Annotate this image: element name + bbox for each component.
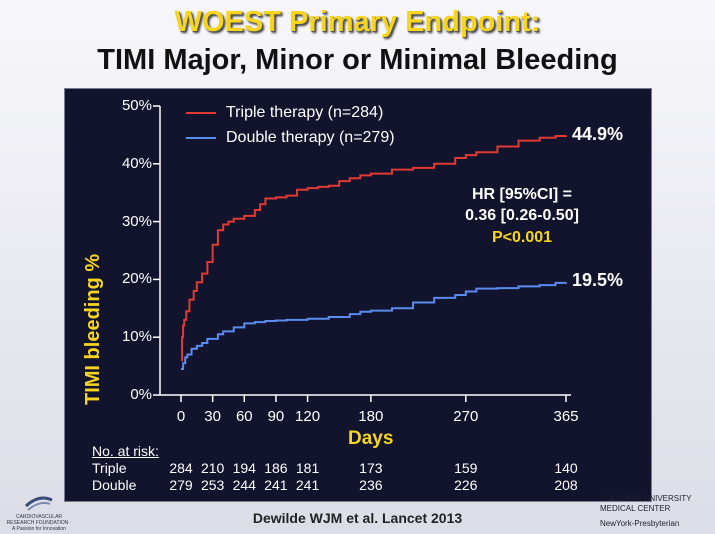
x-tick-label: 180 <box>358 408 384 425</box>
risk-cell: 284 <box>169 460 193 476</box>
columbia-logo-text: COLUMBIA UNIVERSITY MEDICAL CENTER <box>600 494 692 513</box>
x-tick-label: 60 <box>235 408 253 425</box>
x-tick-label: 120 <box>295 408 321 425</box>
hr-line-2: 0.36 [0.26-0.50] <box>465 207 579 224</box>
risk-cell: 186 <box>264 460 288 476</box>
risk-cell: 226 <box>454 477 478 493</box>
x-tick-label: 90 <box>267 408 285 425</box>
series-line-double <box>181 281 567 370</box>
x-tick-label: 30 <box>204 408 221 425</box>
risk-cell: 181 <box>295 460 320 476</box>
risk-cell: 253 <box>200 477 225 493</box>
legend-label-double: Double therapy (n=279) <box>226 129 395 146</box>
end-label-double: 19.5% <box>572 270 624 290</box>
y-tick-label: 20% <box>121 270 152 288</box>
x-axis-label: Days <box>348 428 394 449</box>
risk-cell: 208 <box>554 477 578 493</box>
slide-title: WOEST Primary Endpoint: <box>174 6 541 38</box>
risk-cell: 244 <box>232 477 256 493</box>
risk-cell: 159 <box>454 460 478 476</box>
risk-cell: 194 <box>232 460 256 476</box>
series-line-triple <box>181 135 567 362</box>
y-tick-label: 40% <box>121 154 152 172</box>
y-tick-label: 10% <box>121 328 152 346</box>
columbia-nyp-logo: COLUMBIA UNIVERSITY MEDICAL CENTER NewYo… <box>600 494 712 529</box>
risk-cell: 241 <box>264 477 288 493</box>
risk-cell: 210 <box>200 460 225 476</box>
risk-cell: 173 <box>359 460 383 476</box>
x-tick-label: 0 <box>176 408 186 425</box>
citation: Dewilde WJM et al. Lancet 2013 <box>252 510 463 526</box>
risk-label-triple: Triple <box>92 460 127 476</box>
risk-cell: 279 <box>169 477 193 493</box>
legend-label-triple: Triple therapy (n=284) <box>226 104 384 121</box>
hr-line-1: HR [95%CI] = <box>471 186 573 203</box>
risk-cell: 241 <box>295 477 320 493</box>
y-tick-label: 50% <box>121 97 152 114</box>
risk-cell: 140 <box>554 460 578 476</box>
risk-table-title: No. at risk: <box>92 443 159 459</box>
crf-swoosh-icon <box>24 496 53 511</box>
crf-logo-text: CARDIOVASCULAR RESEARCH FOUNDATION · A P… <box>6 514 72 532</box>
legend-swatch-triple <box>186 112 216 114</box>
chart-panel <box>64 88 652 502</box>
legend-item-double: Double therapy (n=279) <box>186 129 395 147</box>
crf-logo: CARDIOVASCULAR RESEARCH FOUNDATION · A P… <box>6 494 72 532</box>
legend-item-triple: Triple therapy (n=284) <box>186 104 383 122</box>
nyp-logo-text: NewYork-Presbyterian <box>600 519 680 529</box>
x-tick-label: 270 <box>453 408 479 425</box>
risk-cell: 236 <box>359 477 383 493</box>
legend-swatch-double <box>186 137 216 139</box>
risk-label-double: Double <box>92 477 137 493</box>
x-tick-label: 365 <box>553 408 579 425</box>
slide-subtitle: TIMI Major, Minor or Minimal Bleeding <box>97 44 618 76</box>
y-tick-label: 30% <box>121 212 152 230</box>
end-label-triple: 44.9% <box>572 124 624 144</box>
p-value: P<0.001 <box>491 229 553 246</box>
y-tick-label: 0% <box>130 386 152 403</box>
